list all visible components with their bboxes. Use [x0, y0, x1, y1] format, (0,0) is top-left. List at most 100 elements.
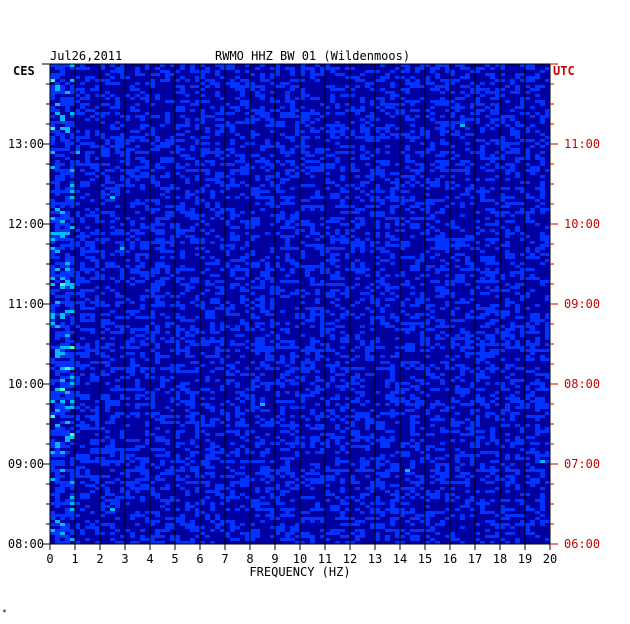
spectrogram-cell — [365, 412, 370, 415]
spectrogram-cell — [315, 292, 320, 295]
spectrogram-cell — [185, 169, 190, 172]
spectrogram-cell — [320, 163, 325, 166]
spectrogram-cell — [390, 106, 395, 109]
spectrogram-cell — [365, 115, 370, 118]
spectrogram-cell — [140, 124, 145, 127]
spectrogram-cell — [160, 454, 165, 457]
spectrogram-cell — [510, 196, 515, 199]
spectrogram-cell — [410, 205, 415, 208]
spectrogram-cell — [495, 442, 500, 445]
spectrogram-cell — [330, 256, 335, 259]
spectrogram-cell — [390, 208, 395, 211]
spectrogram-cell — [175, 226, 180, 229]
spectrogram-cell — [175, 385, 180, 388]
spectrogram-cell — [95, 232, 100, 235]
spectrogram-cell — [285, 391, 290, 394]
spectrogram-cell — [360, 385, 365, 388]
spectrogram-cell — [335, 259, 340, 262]
spectrogram-cell — [310, 442, 315, 445]
spectrogram-cell — [140, 370, 145, 373]
spectrogram-cell — [525, 322, 530, 325]
spectrogram-cell — [505, 424, 510, 427]
spectrogram-cell — [100, 79, 105, 82]
spectrogram-cell — [250, 328, 255, 331]
spectrogram-cell — [335, 283, 340, 286]
spectrogram-cell — [440, 286, 445, 289]
spectrogram-cell — [265, 118, 270, 121]
spectrogram-cell — [430, 388, 435, 391]
spectrogram-cell — [375, 190, 380, 193]
spectrogram-cell — [470, 382, 475, 385]
spectrogram-cell — [310, 280, 315, 283]
spectrogram-cell — [405, 100, 410, 103]
spectrogram-cell — [280, 151, 285, 154]
spectrogram-cell — [190, 421, 195, 424]
spectrogram-cell — [355, 169, 360, 172]
spectrogram-cell — [330, 301, 335, 304]
spectrogram-cell — [215, 133, 220, 136]
spectrogram-cell — [335, 88, 340, 91]
spectrogram-cell — [435, 289, 440, 292]
spectrogram-cell — [395, 196, 400, 199]
spectrogram-cell — [340, 430, 345, 433]
spectrogram-cell — [445, 280, 450, 283]
spectrogram-cell — [230, 442, 235, 445]
spectrogram-cell — [110, 94, 115, 97]
spectrogram-cell — [65, 145, 70, 148]
spectrogram-cell — [515, 343, 520, 346]
spectrogram-cell — [175, 139, 180, 142]
spectrogram-cell — [80, 67, 85, 70]
spectrogram-cell — [115, 367, 120, 370]
spectrogram-cell — [520, 73, 525, 76]
spectrogram-cell — [60, 247, 65, 250]
spectrogram-cell — [450, 106, 455, 109]
spectrogram-cell — [335, 451, 340, 454]
spectrogram-cell — [285, 151, 290, 154]
spectrogram-cell — [425, 322, 430, 325]
spectrogram-cell — [160, 64, 165, 67]
spectrogram-cell — [155, 241, 160, 244]
spectrogram-cell — [125, 424, 130, 427]
spectrogram-cell — [385, 259, 390, 262]
spectrogram-cell — [435, 103, 440, 106]
spectrogram-cell — [375, 79, 380, 82]
spectrogram-cell — [450, 91, 455, 94]
spectrogram-cell — [545, 235, 550, 238]
spectrogram-cell — [300, 220, 305, 223]
spectrogram-cell — [315, 247, 320, 250]
spectrogram-cell — [220, 388, 225, 391]
spectrogram-cell — [540, 397, 545, 400]
spectrogram-cell — [360, 379, 365, 382]
spectrogram-cell — [135, 130, 140, 133]
spectrogram-cell — [270, 67, 275, 70]
spectrogram-cell — [50, 379, 55, 382]
spectrogram-cell — [365, 151, 370, 154]
spectrogram-cell — [205, 67, 210, 70]
spectrogram-cell — [375, 346, 380, 349]
spectrogram-cell — [275, 367, 280, 370]
spectrogram-cell — [125, 184, 130, 187]
spectrogram-cell — [470, 103, 475, 106]
spectrogram-cell — [110, 253, 115, 256]
spectrogram-cell — [315, 244, 320, 247]
spectrogram-cell — [260, 364, 265, 367]
spectrogram-cell — [270, 340, 275, 343]
spectrogram-cell — [545, 343, 550, 346]
spectrogram-cell — [200, 415, 205, 418]
spectrogram-cell — [100, 346, 105, 349]
spectrogram-cell — [180, 316, 185, 319]
spectrogram-cell — [70, 358, 75, 361]
spectrogram-cell — [290, 271, 295, 274]
spectrogram-cell — [240, 166, 245, 169]
spectrogram-cell — [95, 376, 100, 379]
spectrogram-cell — [425, 205, 430, 208]
spectrogram-cell — [480, 127, 485, 130]
spectrogram-cell — [320, 283, 325, 286]
spectrogram-cell — [365, 349, 370, 352]
spectrogram-cell — [250, 265, 255, 268]
spectrogram-cell — [315, 358, 320, 361]
spectrogram-cell — [105, 151, 110, 154]
spectrogram-cell — [510, 418, 515, 421]
spectrogram-cell — [280, 361, 285, 364]
spectrogram-cell — [190, 301, 195, 304]
